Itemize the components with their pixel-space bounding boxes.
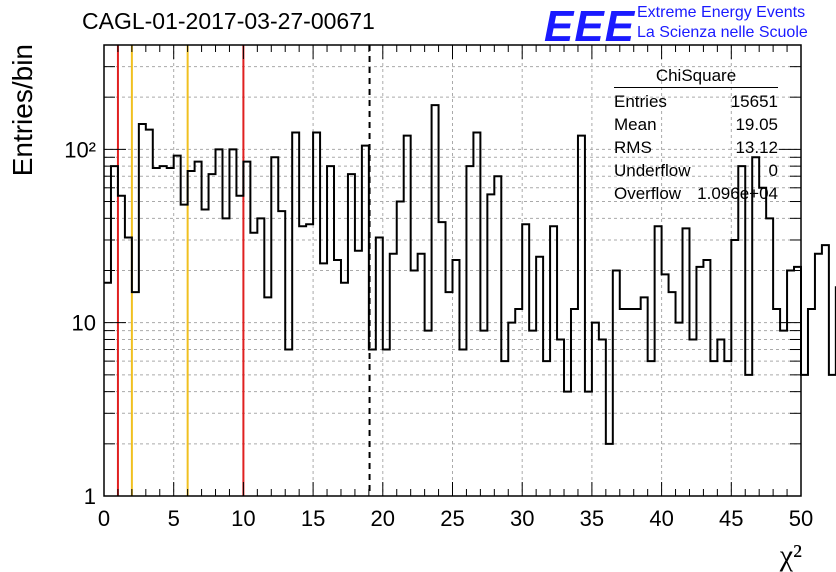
y-tick-label: 10²	[64, 137, 96, 162]
stats-row-underflow: Underflow 0	[614, 159, 778, 182]
stats-value: 1.096e+04	[697, 184, 778, 203]
x-axis-label: χ²	[779, 539, 802, 572]
stats-box: ChiSquare Entries 15651 Mean 19.05 RMS 13.1…	[614, 66, 778, 205]
y-axis-label: Entries/bin	[7, 44, 38, 176]
x-tick-label: 40	[649, 506, 673, 531]
y-tick-label: 10	[72, 311, 96, 336]
stats-label: Entries	[614, 92, 667, 111]
axis-ticks	[103, 44, 802, 497]
stats-row-overflow: Overflow 1.096e+04	[614, 182, 778, 205]
x-tick-label: 10	[231, 506, 255, 531]
stats-value: 13.12	[735, 138, 778, 157]
y-tick-label: 1	[84, 484, 96, 509]
eee-logo: EEE	[544, 2, 636, 51]
stats-value: 19.05	[735, 115, 778, 134]
stats-label: Underflow	[614, 161, 691, 180]
stats-box-title: ChiSquare	[614, 66, 778, 88]
x-tick-label: 30	[510, 506, 534, 531]
stats-label: RMS	[614, 138, 652, 157]
stats-value: 15651	[730, 92, 778, 111]
x-tick-label: 20	[371, 506, 395, 531]
histogram-line	[104, 104, 836, 445]
vertical-marker-lines	[116, 45, 371, 496]
x-tick-label: 5	[168, 506, 180, 531]
axis-tick-labels: 0 5 10 15 20 25 30 35 40 45 50 1 10 10²	[64, 137, 813, 531]
x-tick-label: 45	[719, 506, 743, 531]
logo-tagline-1: Extreme Energy Events	[637, 4, 806, 21]
stats-value: 0	[768, 161, 778, 180]
stats-label: Overflow	[614, 184, 682, 203]
x-tick-label: 50	[789, 506, 813, 531]
stats-label: Mean	[614, 115, 657, 134]
logo-tagline-2: La Scienza nelle Scuole	[637, 24, 808, 41]
stats-row-mean: Mean 19.05	[614, 113, 778, 136]
stats-row-entries: Entries 15651	[614, 90, 778, 113]
stats-row-rms: RMS 13.12	[614, 136, 778, 159]
x-tick-label: 15	[301, 506, 325, 531]
x-tick-label: 0	[98, 506, 110, 531]
x-tick-label: 35	[580, 506, 604, 531]
chart-title: CAGL-01-2017-03-27-00671	[82, 8, 375, 34]
x-tick-label: 25	[440, 506, 464, 531]
